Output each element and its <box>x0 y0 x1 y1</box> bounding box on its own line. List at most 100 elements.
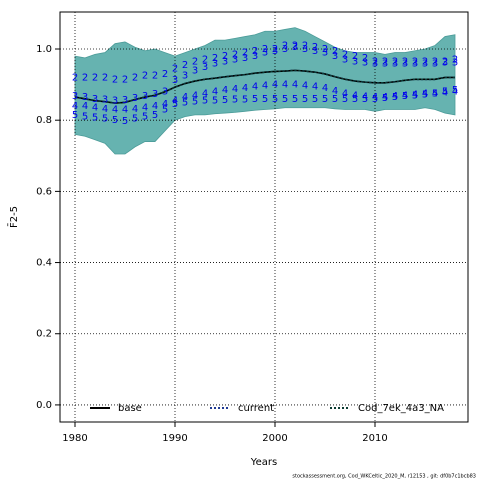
y-tick-label: 0.6 <box>36 186 52 197</box>
marker-digit: 4 <box>152 101 158 112</box>
marker-digit: 5 <box>242 95 248 106</box>
marker-digit: 4 <box>132 104 138 115</box>
marker-digit: 5 <box>382 93 388 104</box>
marker-digit: 3 <box>272 46 278 57</box>
marker-digit: 4 <box>222 85 228 96</box>
marker-digit: 5 <box>312 94 318 105</box>
marker-digit: 4 <box>192 90 198 101</box>
marker-digit: 3 <box>432 58 438 69</box>
marker-digit: 3 <box>82 92 88 103</box>
marker-digit: 3 <box>302 44 308 55</box>
marker-digit: 5 <box>272 94 278 105</box>
marker-digit: 3 <box>262 48 268 59</box>
legend-label: Cod_7ek_4a3_NA <box>358 403 444 414</box>
marker-digit: 5 <box>412 90 418 101</box>
marker-digit: 2 <box>412 56 418 67</box>
marker-digit: 5 <box>282 94 288 105</box>
marker-digit: 4 <box>82 101 88 112</box>
marker-digit: 3 <box>362 58 368 69</box>
marker-digit: 3 <box>192 65 198 76</box>
marker-digit: 2 <box>352 51 358 62</box>
marker-digit: 4 <box>352 90 358 101</box>
x-tick-label: 2010 <box>362 433 387 444</box>
marker-digit: 2 <box>142 71 148 82</box>
marker-digit: 3 <box>202 62 208 73</box>
marker-digit: 5 <box>142 112 148 123</box>
marker-digit: 4 <box>142 103 148 114</box>
marker-digit: 4 <box>162 99 168 110</box>
marker-digit: 4 <box>72 101 78 112</box>
legend-item: current <box>210 403 274 414</box>
marker-digit: 4 <box>272 80 278 91</box>
marker-digit: 4 <box>442 87 448 98</box>
marker-digit: 5 <box>182 97 188 108</box>
marker-digit: 2 <box>262 44 268 55</box>
marker-digit: 4 <box>372 92 378 103</box>
marker-digit: 4 <box>262 80 268 91</box>
marker-digit: 3 <box>222 56 228 67</box>
marker-digit: 2 <box>172 64 178 75</box>
y-tick-label: 0.2 <box>36 329 52 340</box>
marker-digit: 2 <box>302 40 308 51</box>
legend-label: base <box>118 403 142 414</box>
marker-digit: 3 <box>452 58 458 69</box>
marker-digit: 5 <box>392 92 398 103</box>
marker-digit: 2 <box>192 56 198 67</box>
y-tick-label: 1.0 <box>36 44 52 55</box>
plot-frame <box>59 11 469 423</box>
marker-digit: 4 <box>382 92 388 103</box>
marker-digit: 3 <box>382 58 388 69</box>
marker-digit: 2 <box>392 56 398 67</box>
marker-digit: 2 <box>122 74 128 85</box>
marker-digit: 5 <box>192 97 198 108</box>
marker-digit: 5 <box>72 110 78 121</box>
marker-digit: 3 <box>182 71 188 82</box>
marker-digit: 4 <box>202 89 208 100</box>
marker-digit: 5 <box>402 91 408 102</box>
marker-digit: 4 <box>332 86 338 97</box>
confidence-band <box>74 27 456 155</box>
marker-digit: 5 <box>222 95 228 106</box>
marker-digit: 3 <box>162 87 168 98</box>
marker-digit: 3 <box>352 56 358 67</box>
marker-digit: 4 <box>232 84 238 95</box>
marker-digit: 5 <box>112 115 118 126</box>
marker-digit: 3 <box>442 58 448 69</box>
marker-digit: 3 <box>412 58 418 69</box>
marker-digit: 3 <box>212 58 218 69</box>
marker-digit: 4 <box>92 103 98 114</box>
marker-digit: 2 <box>212 53 218 64</box>
marker-digit: 3 <box>152 89 158 100</box>
marker-digit: 3 <box>132 93 138 104</box>
marker-digit: 2 <box>182 60 188 71</box>
marker-digit: 2 <box>272 44 278 55</box>
marker-digit: 2 <box>92 72 98 83</box>
marker-digit: 3 <box>72 91 78 102</box>
marker-digit: 4 <box>172 96 178 107</box>
marker-digit: 2 <box>232 49 238 60</box>
marker-digit: 4 <box>242 83 248 94</box>
marker-digit: 3 <box>242 53 248 64</box>
marker-digit: 3 <box>282 44 288 55</box>
marker-digit: 5 <box>332 94 338 105</box>
marker-digit: 2 <box>332 46 338 57</box>
marker-digit: 2 <box>252 46 258 57</box>
marker-digit: 5 <box>202 96 208 107</box>
marker-digit: 5 <box>362 94 368 105</box>
marker-digit: 3 <box>252 51 258 62</box>
marker-digit: 4 <box>312 81 318 92</box>
marker-digit: 3 <box>322 48 328 59</box>
marker-digit: 2 <box>342 49 348 60</box>
marker-digit: 4 <box>322 83 328 94</box>
marker-digit: 5 <box>262 94 268 105</box>
marker-digit: 5 <box>102 113 108 124</box>
marker-digit: 3 <box>392 58 398 69</box>
marker-digit: 5 <box>342 94 348 105</box>
marker-digit: 5 <box>232 95 238 106</box>
marker-digit: 2 <box>162 69 168 80</box>
marker-digit: 5 <box>372 94 378 105</box>
marker-digit: 3 <box>372 58 378 69</box>
legend-label: current <box>238 403 274 414</box>
marker-digit: 3 <box>332 51 338 62</box>
